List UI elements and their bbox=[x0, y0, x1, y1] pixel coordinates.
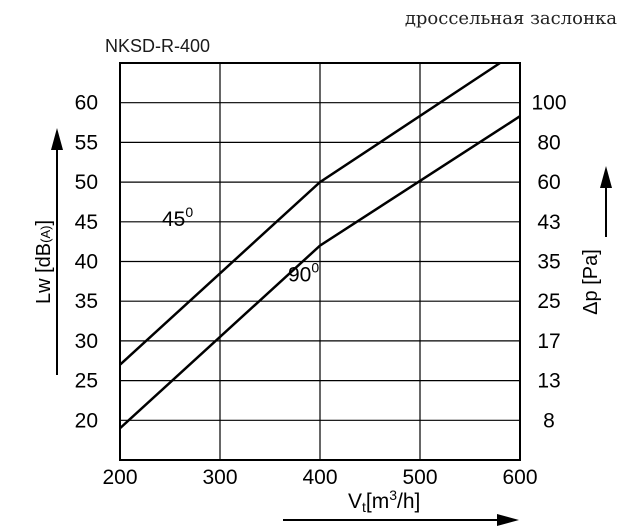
series-label-main: 90 bbox=[288, 263, 311, 286]
chart-title: NKSD-R-400 bbox=[105, 36, 210, 56]
x-label-unit-post: /h] bbox=[397, 490, 420, 513]
series-label-main: 45 bbox=[162, 208, 185, 231]
y-left-tick-label: 55 bbox=[75, 131, 98, 154]
y-right-axis-label: Δp [Pa] bbox=[580, 249, 602, 315]
y-left-label-main: Lw [dB bbox=[33, 243, 55, 304]
series-label: 450 bbox=[162, 204, 193, 231]
series-label: 900 bbox=[288, 259, 319, 286]
x-label-unit-pre: [m bbox=[366, 490, 389, 513]
y-left-tick-label: 20 bbox=[75, 409, 98, 432]
y-right-tick-labels: 8 13 17 25 35 43 60 80 100 bbox=[531, 92, 566, 433]
y-left-tick-label: 35 bbox=[75, 290, 98, 313]
y-right-tick-label: 8 bbox=[543, 409, 555, 432]
y-right-tick-label: 13 bbox=[537, 370, 560, 393]
x-tick-label: 200 bbox=[102, 466, 137, 489]
y-right-tick-label: 100 bbox=[531, 92, 566, 115]
damper-header-text: дроссельная заслонка bbox=[405, 8, 617, 29]
series-line bbox=[119, 115, 521, 430]
plot-frame bbox=[119, 62, 521, 461]
y-left-tick-label: 50 bbox=[75, 171, 98, 194]
y-right-tick-label: 43 bbox=[537, 211, 560, 234]
x-axis-label: Vt[m3/h] bbox=[348, 487, 420, 515]
y-left-label-post: ] bbox=[33, 220, 55, 226]
x-tick-label: 600 bbox=[502, 466, 537, 489]
y-right-tick-label: 60 bbox=[537, 171, 560, 194]
y-right-tick-label: 35 bbox=[537, 251, 560, 274]
grid bbox=[120, 63, 520, 460]
y-right-tick-label: 80 bbox=[537, 131, 560, 154]
x-tick-label: 400 bbox=[302, 466, 337, 489]
y-left-tick-label: 30 bbox=[75, 330, 98, 353]
y-right-tick-label: 17 bbox=[537, 330, 560, 353]
x-tick-label: 300 bbox=[202, 466, 237, 489]
series-line bbox=[119, 61, 501, 366]
y-left-tick-label: 45 bbox=[75, 211, 98, 234]
series-label-sup: 0 bbox=[311, 259, 319, 275]
y-right-arrow bbox=[600, 166, 612, 237]
series-lines bbox=[119, 61, 521, 430]
svg-text:Lw [dB(A)]: Lw [dB(A)] bbox=[33, 220, 55, 304]
y-left-tick-label: 25 bbox=[75, 370, 98, 393]
y-left-tick-label: 60 bbox=[75, 92, 98, 115]
y-left-tick-labels: 20 25 30 35 40 45 50 55 60 bbox=[75, 92, 98, 433]
x-label-sub: t bbox=[362, 499, 366, 515]
x-label-unit-sup: 3 bbox=[389, 487, 397, 503]
series-label-sup: 0 bbox=[185, 204, 193, 220]
y-right-label: Δp [Pa] bbox=[580, 249, 602, 315]
y-left-label-sub: (A) bbox=[38, 226, 53, 243]
svg-text:Vt[m3/h]: Vt[m3/h] bbox=[348, 487, 420, 515]
y-left-axis-label: Lw [dB(A)] bbox=[33, 220, 55, 304]
x-tick-labels: 200 300 400 500 600 bbox=[102, 466, 537, 489]
x-arrow bbox=[283, 514, 519, 526]
y-left-arrow bbox=[51, 128, 63, 375]
y-right-tick-label: 25 bbox=[537, 290, 560, 313]
x-label-main: V bbox=[348, 490, 362, 513]
x-tick-label: 500 bbox=[402, 466, 437, 489]
y-left-tick-label: 40 bbox=[75, 251, 98, 274]
